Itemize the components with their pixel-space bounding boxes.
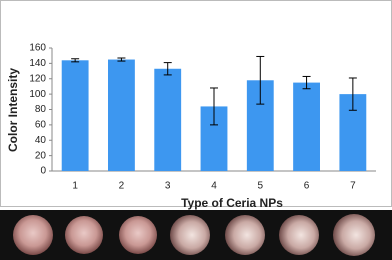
bar [293, 82, 320, 171]
error-bar [348, 77, 357, 111]
y-tick-label: 0 [40, 166, 46, 177]
y-tick-label: 120 [29, 73, 46, 84]
error-bar [71, 58, 80, 63]
error-bar [256, 55, 265, 105]
y-tick-label: 60 [35, 120, 47, 131]
error-bar [163, 62, 172, 76]
y-tick-label: 140 [29, 58, 46, 69]
error-bar [117, 57, 126, 62]
photo-strip [0, 210, 392, 260]
x-tick-label: 4 [211, 181, 217, 192]
y-tick-label: 40 [35, 135, 47, 146]
y-tick-label: 100 [29, 89, 46, 100]
x-tick-label: 5 [258, 181, 264, 192]
x-tick-label: 7 [350, 181, 356, 192]
x-tick-label: 3 [165, 181, 171, 192]
y-axis-title: Color Intensity [6, 68, 20, 152]
x-axis-title: Type of Ceria NPs [181, 196, 283, 210]
error-bar [210, 87, 218, 126]
bar [108, 59, 135, 171]
x-tick-label: 6 [304, 181, 310, 192]
error-bar [302, 75, 311, 90]
y-tick-label: 160 [29, 43, 46, 54]
bar [61, 60, 89, 171]
y-tick-label: 20 [35, 150, 47, 161]
x-tick-label: 1 [72, 181, 78, 192]
chart-frame [0, 0, 392, 207]
y-tick-label: 80 [35, 104, 47, 115]
x-tick-label: 2 [119, 181, 125, 192]
bar [154, 68, 182, 171]
